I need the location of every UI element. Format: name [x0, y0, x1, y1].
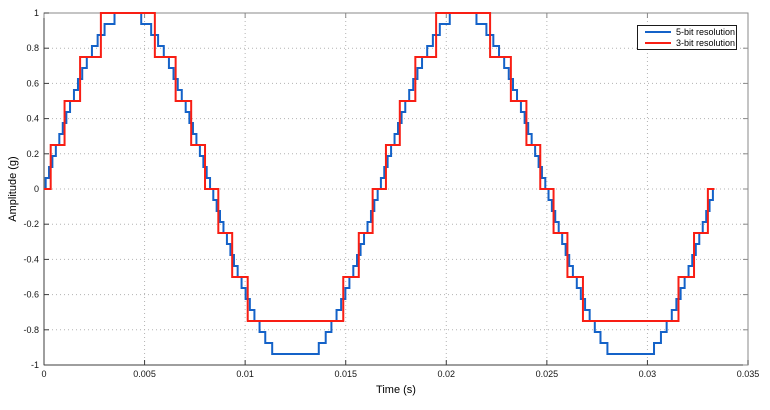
legend: 5-bit resolution 3-bit resolution	[637, 25, 737, 50]
x-tick-label: 0.015	[334, 369, 357, 379]
y-tick-label: -0.4	[23, 254, 39, 264]
x-tick-label: 0.035	[737, 369, 760, 379]
x-tick-label: 0	[41, 369, 46, 379]
x-tick-label: 0.005	[133, 369, 156, 379]
y-tick-label: 1	[34, 8, 39, 18]
y-axis-label: Amplitude (g)	[7, 156, 19, 222]
y-tick-label: -1	[31, 360, 39, 370]
legend-item-5bit: 5-bit resolution	[645, 27, 736, 38]
y-tick-label: 0.8	[26, 43, 39, 53]
x-tick-label: 0.02	[438, 369, 456, 379]
y-tick-label: 0.4	[26, 114, 39, 124]
y-tick-label: -0.2	[23, 219, 39, 229]
x-tick-label: 0.025	[536, 369, 559, 379]
y-tick-label: -0.8	[23, 325, 39, 335]
legend-item-3bit: 3-bit resolution	[645, 37, 736, 48]
series-3bit	[44, 12, 715, 322]
legend-line-3bit-icon	[645, 41, 671, 44]
x-tick-label: 0.01	[236, 369, 254, 379]
y-tick-label: 0	[34, 184, 39, 194]
x-axis-label: Time (s)	[376, 384, 416, 396]
y-tick-label: 0.2	[26, 149, 39, 159]
legend-line-5bit-icon	[645, 31, 671, 34]
legend-label-3bit: 3-bit resolution	[676, 37, 736, 48]
y-tick-label: 0.6	[26, 78, 39, 88]
legend-label-5bit: 5-bit resolution	[676, 27, 736, 38]
series-5bit	[44, 12, 715, 355]
y-tick-label: -0.6	[23, 290, 39, 300]
x-tick-label: 0.03	[639, 369, 657, 379]
